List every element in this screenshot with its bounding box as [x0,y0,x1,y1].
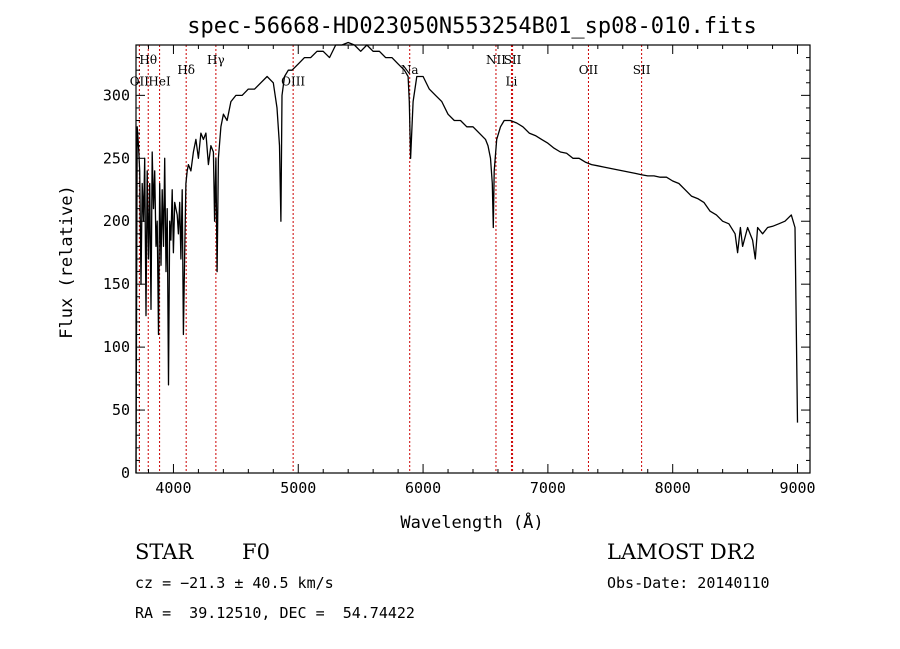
x-axis: 4000 5000 6000 7000 8000 9000 [147,45,816,497]
chart-title: spec-56668-HD023050N553254B01_sp08-010.f… [187,14,757,39]
x-tick-label-4000: 4000 [155,479,191,497]
y-tick-label-0: 0 [121,464,130,482]
marker-label-1: OII [130,74,150,88]
coordinates-readout: RA = 39.12510, DEC = 54.74422 [135,604,415,622]
x-tick-label-8000: 8000 [655,479,691,497]
marker-label-8: SII [504,53,522,67]
survey-name: LAMOST DR2 [607,540,756,564]
spectrum-series-line [135,41,799,474]
marker-label-7: NII [486,53,506,67]
y-tick-label-100: 100 [103,338,130,356]
marker-label-9: Li [506,74,518,88]
y-tick-label-250: 250 [103,149,130,167]
marker-label-3: Hδ [177,63,195,77]
marker-label-10: OII [579,63,599,77]
observation-date: Obs-Date: 20140110 [607,574,770,592]
marker-label-4: Hγ [207,53,225,67]
y-axis-label: Flux (relative) [57,185,77,339]
x-tick-label-9000: 9000 [779,479,815,497]
marker-label-6: Na [401,63,419,77]
y-tick-label-200: 200 [103,212,130,230]
spectral-subclass: F0 [242,540,270,564]
x-axis-label: Wavelength (Å) [400,511,543,533]
y-axis: 0 50 100 150 200 250 300 [103,44,810,482]
y-tick-label-150: 150 [103,275,130,293]
y-tick-label-50: 50 [112,401,130,419]
x-tick-label-6000: 6000 [405,479,441,497]
object-type: STAR [135,540,194,564]
plot-frame [135,44,811,474]
marker-label-0: Hθ [139,53,157,67]
marker-label-2: HeI [148,74,171,88]
marker-label-11: SII [633,63,651,77]
y-tick-label-300: 300 [103,86,130,104]
redshift-readout: cz = −21.3 ± 40.5 km/s [135,574,334,592]
marker-label-5: OIII [281,74,305,88]
x-tick-label-5000: 5000 [280,479,316,497]
x-tick-label-7000: 7000 [530,479,566,497]
